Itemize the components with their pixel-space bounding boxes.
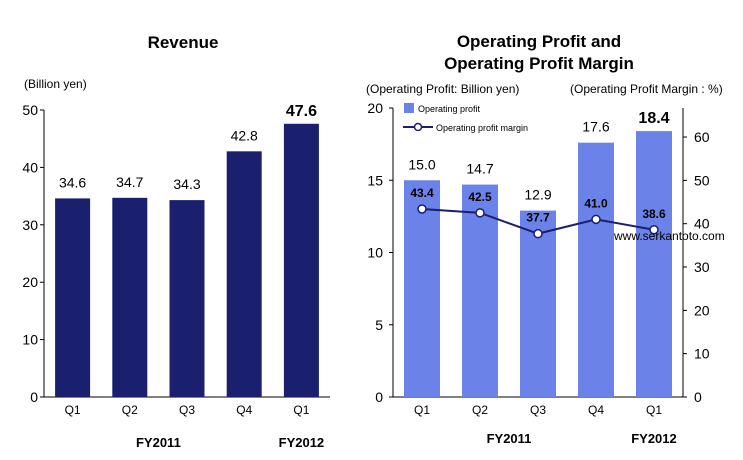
revenue-bar — [55, 198, 91, 397]
op-margin-point — [649, 225, 659, 235]
op-left-unit-label: (Operating Profit: Billion yen) — [366, 82, 519, 96]
op-margin-data-label: 43.4 — [410, 186, 434, 200]
revenue-y-tick-label: 0 — [30, 389, 38, 405]
op-fiscal-year-label: FY2011 — [487, 431, 532, 446]
revenue-x-tick-label: Q3 — [179, 403, 195, 417]
op-margin-point — [475, 208, 485, 218]
operating-profit-chart: 0 5 10 15 20 0 10 20 30 40 50 60 15.0 Q1 14.7 Q2 12.9 Q3 1… — [367, 100, 709, 446]
op-left-y-tick-label: 20 — [367, 100, 383, 116]
revenue-bar — [112, 197, 148, 397]
op-right-y-tick-label: 0 — [694, 389, 702, 405]
op-profit-data-label: 14.7 — [466, 161, 493, 177]
op-margin-data-label: 42.5 — [468, 190, 492, 204]
revenue-bar — [283, 123, 319, 397]
op-profit-bar — [520, 210, 556, 397]
op-right-y-tick-label: 10 — [694, 346, 710, 362]
op-margin-data-label: 38.6 — [642, 207, 666, 221]
revenue-y-tick-label: 50 — [22, 102, 38, 118]
op-margin-data-label: 41.0 — [584, 196, 608, 210]
op-chart-title-line-2: Operating Profit Margin — [444, 54, 634, 73]
op-margin-point — [533, 228, 543, 239]
revenue-data-label: 34.7 — [116, 174, 143, 190]
op-legend-label-profit: Operating profit — [418, 104, 481, 114]
op-right-unit-label: (Operating Profit Margin : %) — [570, 82, 723, 96]
revenue-data-label: 47.6 — [286, 103, 317, 120]
op-x-tick-label: Q1 — [646, 403, 662, 417]
op-profit-bar — [462, 184, 498, 397]
op-profit-data-label: 18.4 — [638, 110, 669, 127]
op-x-tick-label: Q3 — [530, 403, 546, 417]
op-legend-swatch-profit — [404, 103, 414, 113]
op-x-tick-label: Q4 — [588, 403, 604, 417]
revenue-bar — [169, 200, 205, 397]
op-left-y-tick-label: 5 — [375, 317, 383, 333]
revenue-x-tick-label: Q4 — [236, 403, 252, 417]
revenue-y-tick-label: 10 — [22, 332, 38, 348]
op-right-y-tick-label: 30 — [694, 259, 710, 275]
revenue-data-label: 34.6 — [59, 174, 86, 190]
op-margin-data-label: 37.7 — [526, 211, 550, 225]
watermark-text: www.serkantoto.com — [613, 229, 725, 243]
op-x-tick-label: Q1 — [414, 403, 430, 417]
op-x-tick-label: Q2 — [472, 403, 488, 417]
op-profit-bar — [404, 180, 440, 397]
revenue-x-tick-label: Q1 — [293, 403, 309, 417]
op-profit-bar — [578, 142, 614, 397]
op-left-y-tick-label: 0 — [375, 389, 383, 405]
op-left-y-tick-label: 10 — [367, 245, 383, 261]
op-right-y-tick-label: 50 — [694, 172, 710, 188]
op-right-y-tick-label: 20 — [694, 302, 710, 318]
revenue-x-tick-label: Q1 — [65, 403, 81, 417]
op-profit-data-label: 12.9 — [524, 187, 551, 203]
op-legend: Operating profit Operating profit margin — [403, 103, 528, 133]
revenue-bar — [226, 151, 262, 397]
revenue-fiscal-year-label: FY2011 — [136, 435, 181, 450]
revenue-chart-title: Revenue — [148, 33, 219, 52]
revenue-unit-label: (Billion yen) — [24, 77, 87, 91]
op-profit-data-label: 17.6 — [582, 119, 609, 135]
revenue-x-tick-label: Q2 — [122, 403, 138, 417]
revenue-fiscal-year-label: FY2012 — [279, 435, 325, 450]
revenue-y-tick-label: 30 — [22, 217, 38, 233]
op-profit-data-label: 15.0 — [408, 156, 435, 172]
op-legend-swatch-margin-marker — [413, 122, 423, 132]
op-legend-label-margin: Operating profit margin — [436, 123, 528, 133]
op-right-y-tick-label: 60 — [694, 129, 710, 145]
revenue-y-tick-label: 20 — [22, 274, 38, 290]
op-fiscal-year-label: FY2012 — [631, 431, 677, 446]
op-margin-point — [417, 204, 427, 214]
op-right-y-tick-label: 40 — [694, 216, 710, 232]
revenue-chart: 0 10 20 30 40 50 34.6 Q1 34.7 Q2 34.3 Q3 42.8 Q4 47.6 Q… — [22, 102, 330, 450]
revenue-data-label: 42.8 — [231, 127, 258, 143]
revenue-data-label: 34.3 — [173, 176, 200, 192]
op-margin-point — [591, 214, 601, 225]
op-left-y-tick-label: 15 — [367, 172, 383, 188]
op-profit-bar — [636, 131, 672, 397]
revenue-y-tick-label: 40 — [22, 159, 38, 175]
op-chart-title-line-1: Operating Profit and — [457, 32, 621, 51]
